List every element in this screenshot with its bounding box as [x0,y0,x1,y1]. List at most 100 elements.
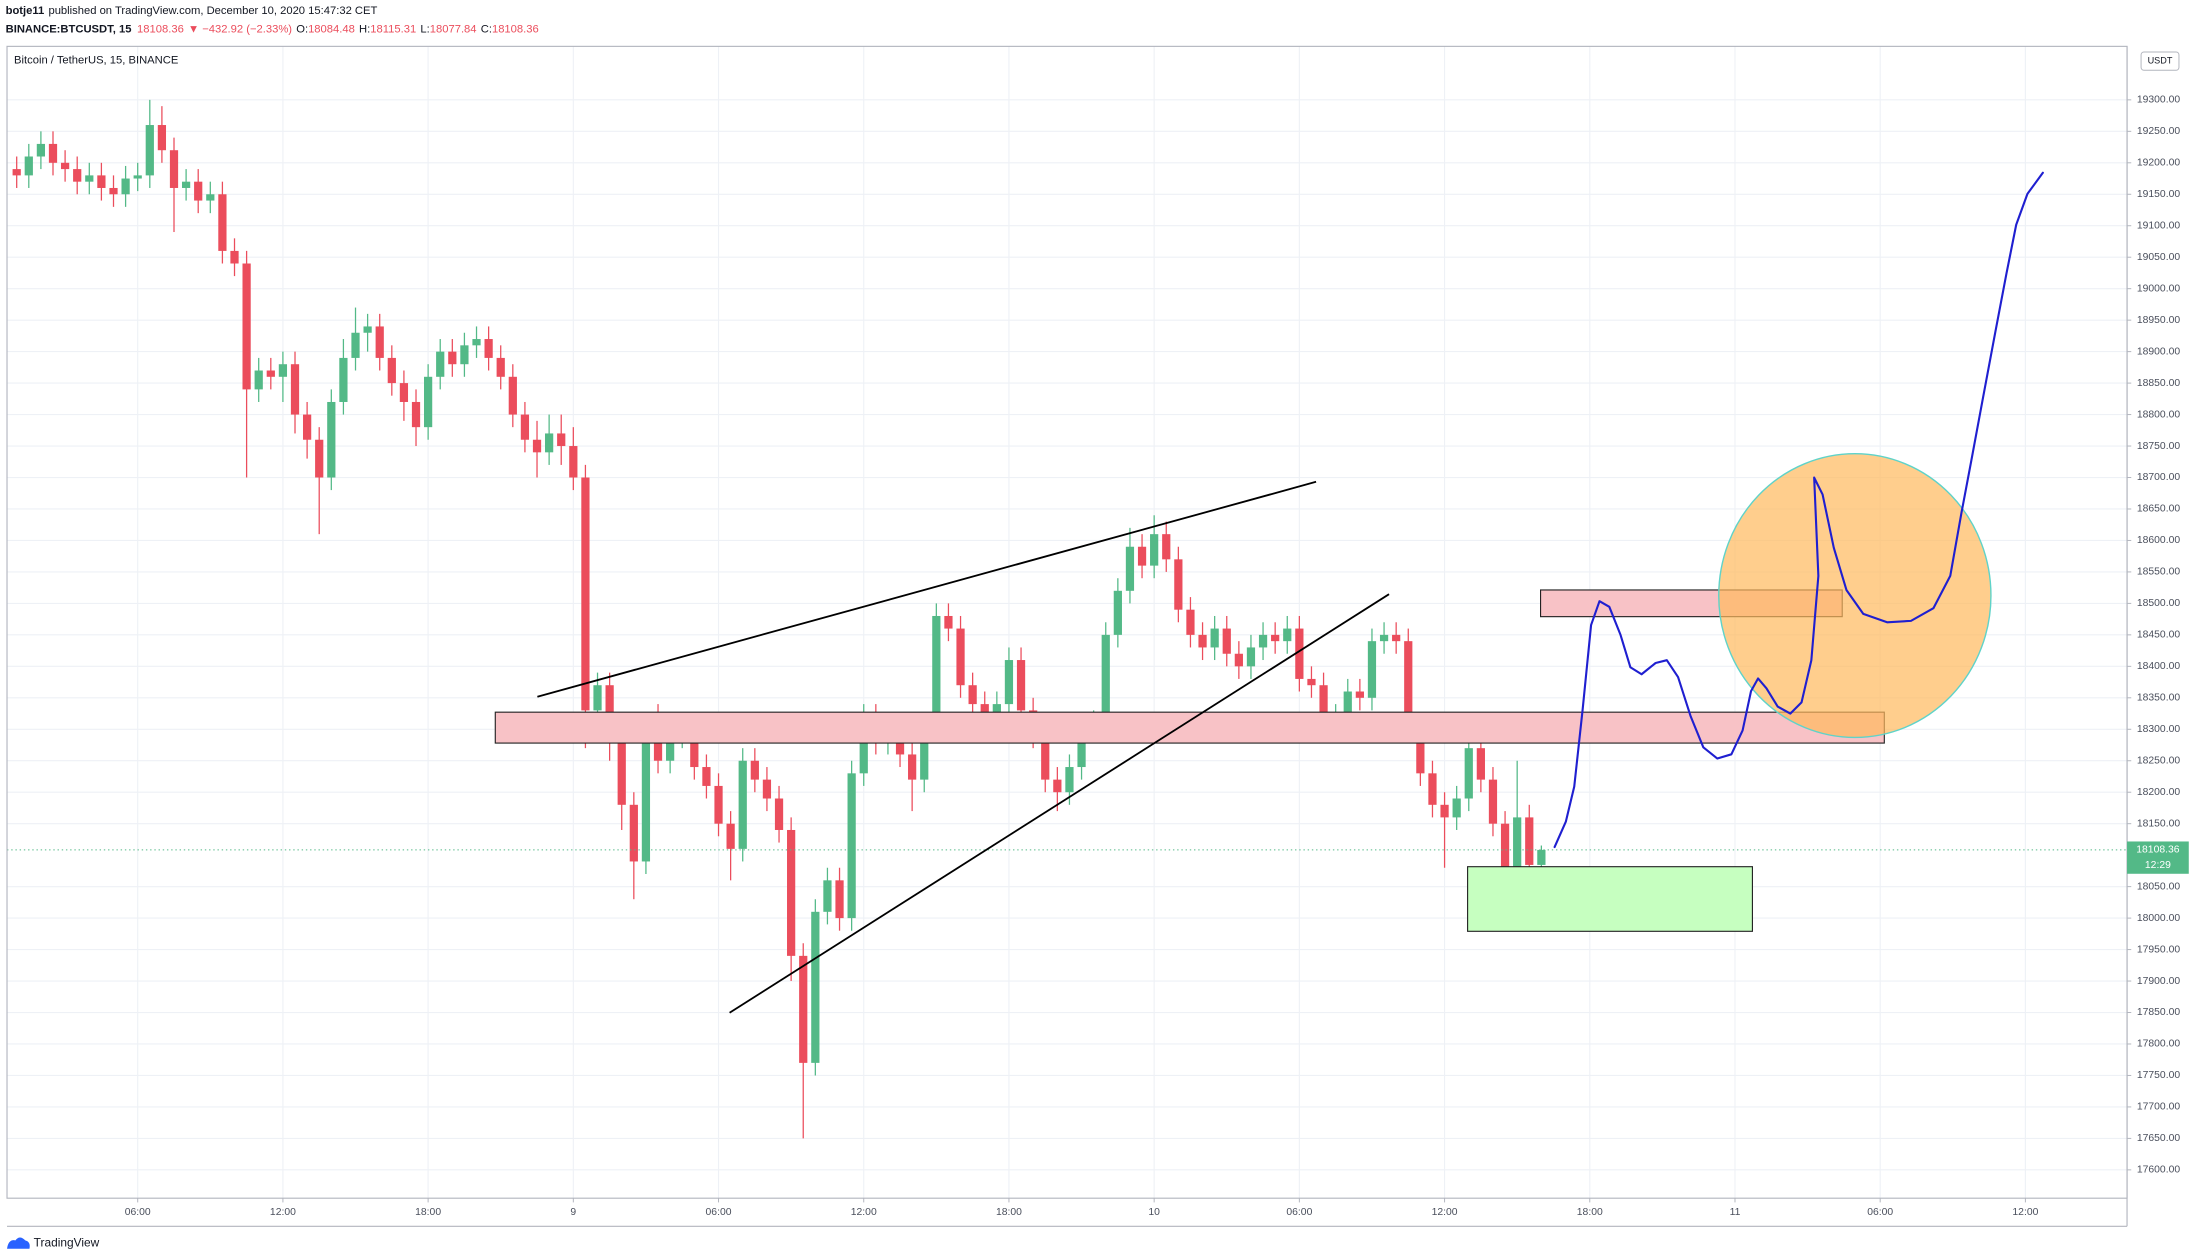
y-tick-label: 18300.00 [2137,724,2180,735]
candle-body [1379,634,1389,642]
candle-body [738,760,747,849]
candle-body [1416,729,1425,774]
candle-body [242,263,251,390]
candle-body [859,716,868,774]
y-tick-label: 17800.00 [2137,1039,2180,1050]
y-tick-label: 18550.00 [2137,567,2180,578]
candle-body [1513,817,1522,868]
candle-body [1186,609,1195,635]
highlight-ellipse [1718,453,1992,739]
candle-body [266,370,275,377]
axes: 17600.00 17650.00 17700.00 17750.00 17800.00… [125,95,2189,1218]
publish-line: botje11 published on TradingView.com, Dec… [6,5,378,17]
y-tick-label: 18850.00 [2137,378,2180,389]
candle-body [1150,534,1159,566]
candle-body [36,143,46,157]
x-tick-label: 18:00 [1577,1207,1603,1218]
candle-body [823,880,832,912]
candle-body [1198,634,1207,648]
x-tick-label: 06:00 [125,1207,151,1218]
ohlc-label: H: [359,23,370,35]
y-tick-label: 18450.00 [2137,630,2180,641]
candle-body [363,326,372,333]
resistance-zone [494,711,1885,744]
candle-body [230,250,239,264]
candle-body [472,339,481,346]
x-tick-label: 11 [1730,1207,1741,1218]
candle-body [762,779,772,799]
candle-body [1367,641,1377,698]
candle-body [1016,660,1026,711]
candle-body [278,364,288,377]
candle-body [581,477,590,711]
candle-body [399,383,409,402]
y-tick-label: 17900.00 [2137,976,2180,987]
candle-body [1041,735,1050,780]
x-tick-label: 06:00 [1867,1207,1893,1218]
candle-body [1428,773,1437,805]
candle-body [787,829,796,956]
candle-body [1283,628,1292,642]
y-tick-label: 18050.00 [2137,881,2180,892]
candle-body [60,162,70,170]
candle-body [157,125,167,151]
ohlc-open: 18084.48 [308,23,355,35]
y-tick-label: 19100.00 [2137,220,2180,231]
candle-body [847,773,856,919]
y-tick-label: 18150.00 [2137,818,2180,829]
countdown: 12:29 [2145,860,2171,871]
candle-body [1343,691,1352,717]
candle-body [666,735,675,761]
candle-body [109,187,118,195]
candle-body [641,729,651,862]
candle-body [1065,767,1074,793]
candle-body [726,823,735,849]
candle-body [520,414,530,440]
x-tick-label: 9 [570,1207,576,1218]
y-tick-label: 18950.00 [2137,315,2180,326]
trend-line [537,480,1317,698]
candle-body [436,351,445,377]
candle-body [121,178,130,195]
last-price: 18108.36 [137,23,184,35]
candle-body [339,357,348,402]
candle-body [750,760,759,780]
ohlc-label: O: [296,23,308,35]
candle-body [557,433,566,447]
candle-body [1246,647,1256,667]
candle-body [932,615,941,730]
change: ▼ −432.92 (−2.33%) [188,23,292,35]
ohlc-label: L: [420,23,429,35]
candle-body [1222,628,1231,654]
x-tick-label: 10 [1148,1207,1160,1218]
candle-body [290,364,300,415]
support-zone [1467,866,1753,932]
y-tick-label: 18700.00 [2137,472,2180,483]
candle-body [48,143,58,163]
candle-body [424,376,433,428]
y-tick-label: 19000.00 [2137,283,2180,294]
candle-body [496,357,505,377]
drawings [494,171,2044,1014]
x-tick-label: 06:00 [1286,1207,1312,1218]
candle-body [944,615,953,629]
candle-body [1307,678,1316,686]
y-tick-label: 19200.00 [2137,158,2180,169]
candle-body [629,804,638,862]
candle-body [1464,748,1473,799]
x-tick-label: 12:00 [270,1207,296,1218]
ohlc-low: 18077.84 [430,23,477,35]
publisher: botje11 [6,5,45,17]
y-tick-label: 19050.00 [2137,252,2180,263]
x-tick-label: 12:00 [851,1207,877,1218]
candle-body [1500,823,1510,868]
candle-body [1404,641,1413,730]
candle-body [617,729,626,805]
candle-body [1440,804,1449,818]
candle-body [97,175,106,188]
y-tick-label: 18800.00 [2137,409,2180,420]
symbol-line: BINANCE:BTCUSDT, 15 18108.36 ▼ −432.92 (−2… [6,23,539,35]
y-tick-label: 17750.00 [2137,1070,2180,1081]
x-tick-label: 18:00 [996,1207,1022,1218]
